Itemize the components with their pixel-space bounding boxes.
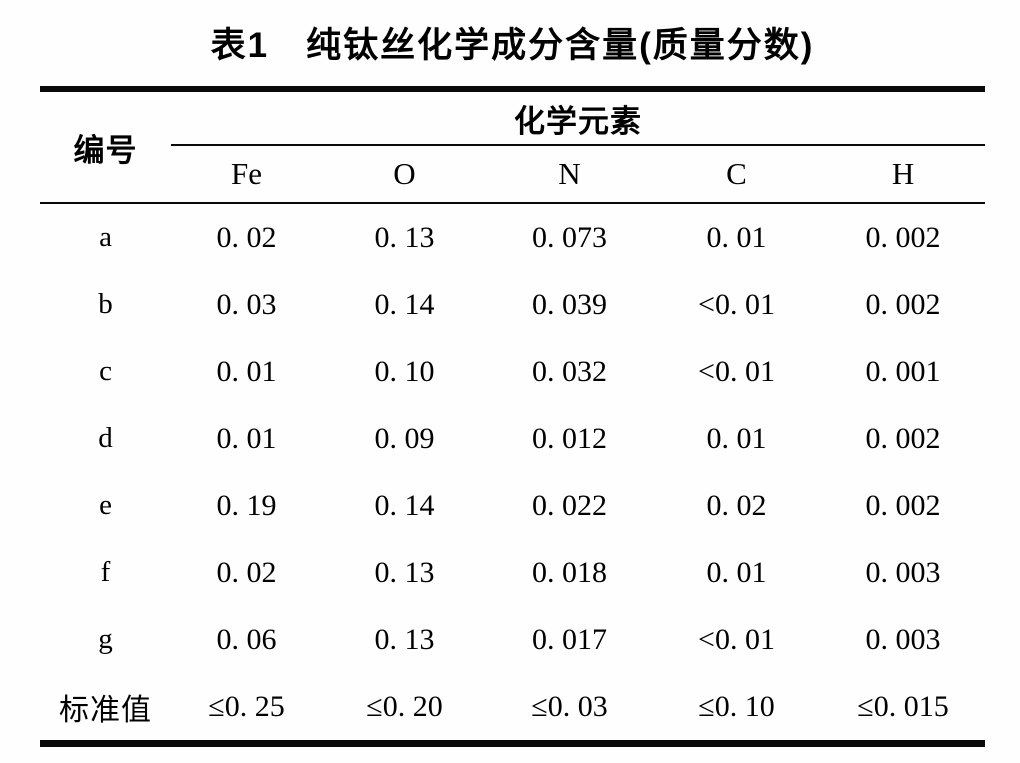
table-cell: 0. 06 bbox=[216, 622, 277, 656]
table-cell: ≤0. 20 bbox=[366, 689, 443, 723]
table-cell: <0. 01 bbox=[698, 287, 775, 321]
table-cell: 0. 13 bbox=[374, 220, 435, 254]
table-cell: 0. 13 bbox=[374, 555, 435, 589]
table-cell: 0. 02 bbox=[216, 220, 277, 254]
table-cell: 0. 039 bbox=[532, 287, 607, 321]
table-cell: 0. 01 bbox=[706, 220, 767, 254]
table-body: a 0. 02 0. 13 0. 073 0. 01 0. 002 b 0. 0… bbox=[40, 203, 985, 744]
table-cell: 0. 01 bbox=[216, 421, 277, 455]
table-cell: 0. 01 bbox=[706, 421, 767, 455]
table-row-d: d 0. 01 0. 09 0. 012 0. 01 0. 002 bbox=[40, 405, 985, 472]
table-cell: 0. 19 bbox=[216, 488, 277, 522]
row-label: g bbox=[98, 623, 113, 655]
row-label: e bbox=[99, 489, 112, 521]
group-header-label: 化学元素 bbox=[171, 89, 986, 146]
table-cell: 0. 14 bbox=[374, 287, 435, 321]
table-row-e: e 0. 19 0. 14 0. 022 0. 02 0. 002 bbox=[40, 472, 985, 539]
table-cell: 0. 09 bbox=[374, 421, 435, 455]
table-cell: 0. 002 bbox=[865, 488, 941, 522]
row-label: 标准值 bbox=[59, 693, 152, 727]
table-cell: 0. 002 bbox=[865, 220, 941, 254]
table-cell: 0. 017 bbox=[532, 622, 607, 656]
table-cell: 0. 001 bbox=[865, 354, 941, 388]
table-cell: 0. 01 bbox=[706, 555, 767, 589]
col-header-c: C bbox=[652, 145, 821, 204]
row-label: d bbox=[98, 422, 113, 454]
table-cell: 0. 02 bbox=[706, 488, 767, 522]
table-cell: 0. 13 bbox=[374, 622, 435, 656]
table-cell: 0. 03 bbox=[216, 287, 277, 321]
table-row-c: c 0. 01 0. 10 0. 032 <0. 01 0. 001 bbox=[40, 338, 985, 405]
row-label: c bbox=[99, 355, 112, 387]
table-title: 表1 纯钛丝化学成分含量(质量分数) bbox=[210, 26, 815, 65]
row-label: f bbox=[100, 556, 111, 588]
table-cell: ≤0. 25 bbox=[208, 689, 285, 723]
col-header-h: H bbox=[821, 145, 986, 204]
table-cell: 0. 01 bbox=[216, 354, 277, 388]
table-row-f: f 0. 02 0. 13 0. 018 0. 01 0. 003 bbox=[40, 539, 985, 606]
table-cell: 0. 10 bbox=[374, 354, 435, 388]
table-cell: 0. 002 bbox=[865, 287, 941, 321]
table-cell: 0. 02 bbox=[216, 555, 277, 589]
col-header-n: N bbox=[487, 145, 652, 204]
table-cell: 0. 003 bbox=[865, 555, 941, 589]
table-cell: <0. 01 bbox=[698, 354, 775, 388]
table-row-standard: 标准值 ≤0. 25 ≤0. 20 ≤0. 03 ≤0. 10 ≤0. 015 bbox=[40, 673, 985, 744]
table-cell: 0. 073 bbox=[532, 220, 607, 254]
table-row-g: g 0. 06 0. 13 0. 017 <0. 01 0. 003 bbox=[40, 606, 985, 673]
composition-table: 编号 化学元素 Fe O N C H a 0. 02 0. 13 0. 073 bbox=[40, 86, 986, 747]
row-header-label: 编号 bbox=[40, 89, 171, 204]
table-cell: 0. 14 bbox=[374, 488, 435, 522]
table-cell: <0. 01 bbox=[698, 622, 775, 656]
table-cell: ≤0. 015 bbox=[857, 689, 949, 723]
table-cell: 0. 032 bbox=[532, 354, 607, 388]
table-cell: 0. 012 bbox=[532, 421, 607, 455]
table-head: 编号 化学元素 Fe O N C H bbox=[40, 89, 986, 204]
table-cell: 0. 002 bbox=[865, 421, 941, 455]
row-label: b bbox=[98, 288, 113, 320]
table-cell: 0. 022 bbox=[532, 488, 607, 522]
row-label: a bbox=[99, 221, 112, 253]
col-header-o: O bbox=[322, 145, 487, 204]
element-header-row: Fe O N C H bbox=[40, 145, 986, 204]
table-cell: ≤0. 03 bbox=[531, 689, 608, 723]
table-cell: ≤0. 10 bbox=[698, 689, 775, 723]
table-region: 表1 纯钛丝化学成分含量(质量分数) 编号 化学元素 Fe O N C H bbox=[40, 0, 986, 747]
col-header-fe: Fe bbox=[171, 145, 322, 204]
table-cell: 0. 018 bbox=[532, 555, 607, 589]
table-row-a: a 0. 02 0. 13 0. 073 0. 01 0. 002 bbox=[40, 203, 985, 271]
table-cell: 0. 003 bbox=[865, 622, 941, 656]
group-header-row: 编号 化学元素 bbox=[40, 89, 986, 204]
table-row-b: b 0. 03 0. 14 0. 039 <0. 01 0. 002 bbox=[40, 271, 985, 338]
